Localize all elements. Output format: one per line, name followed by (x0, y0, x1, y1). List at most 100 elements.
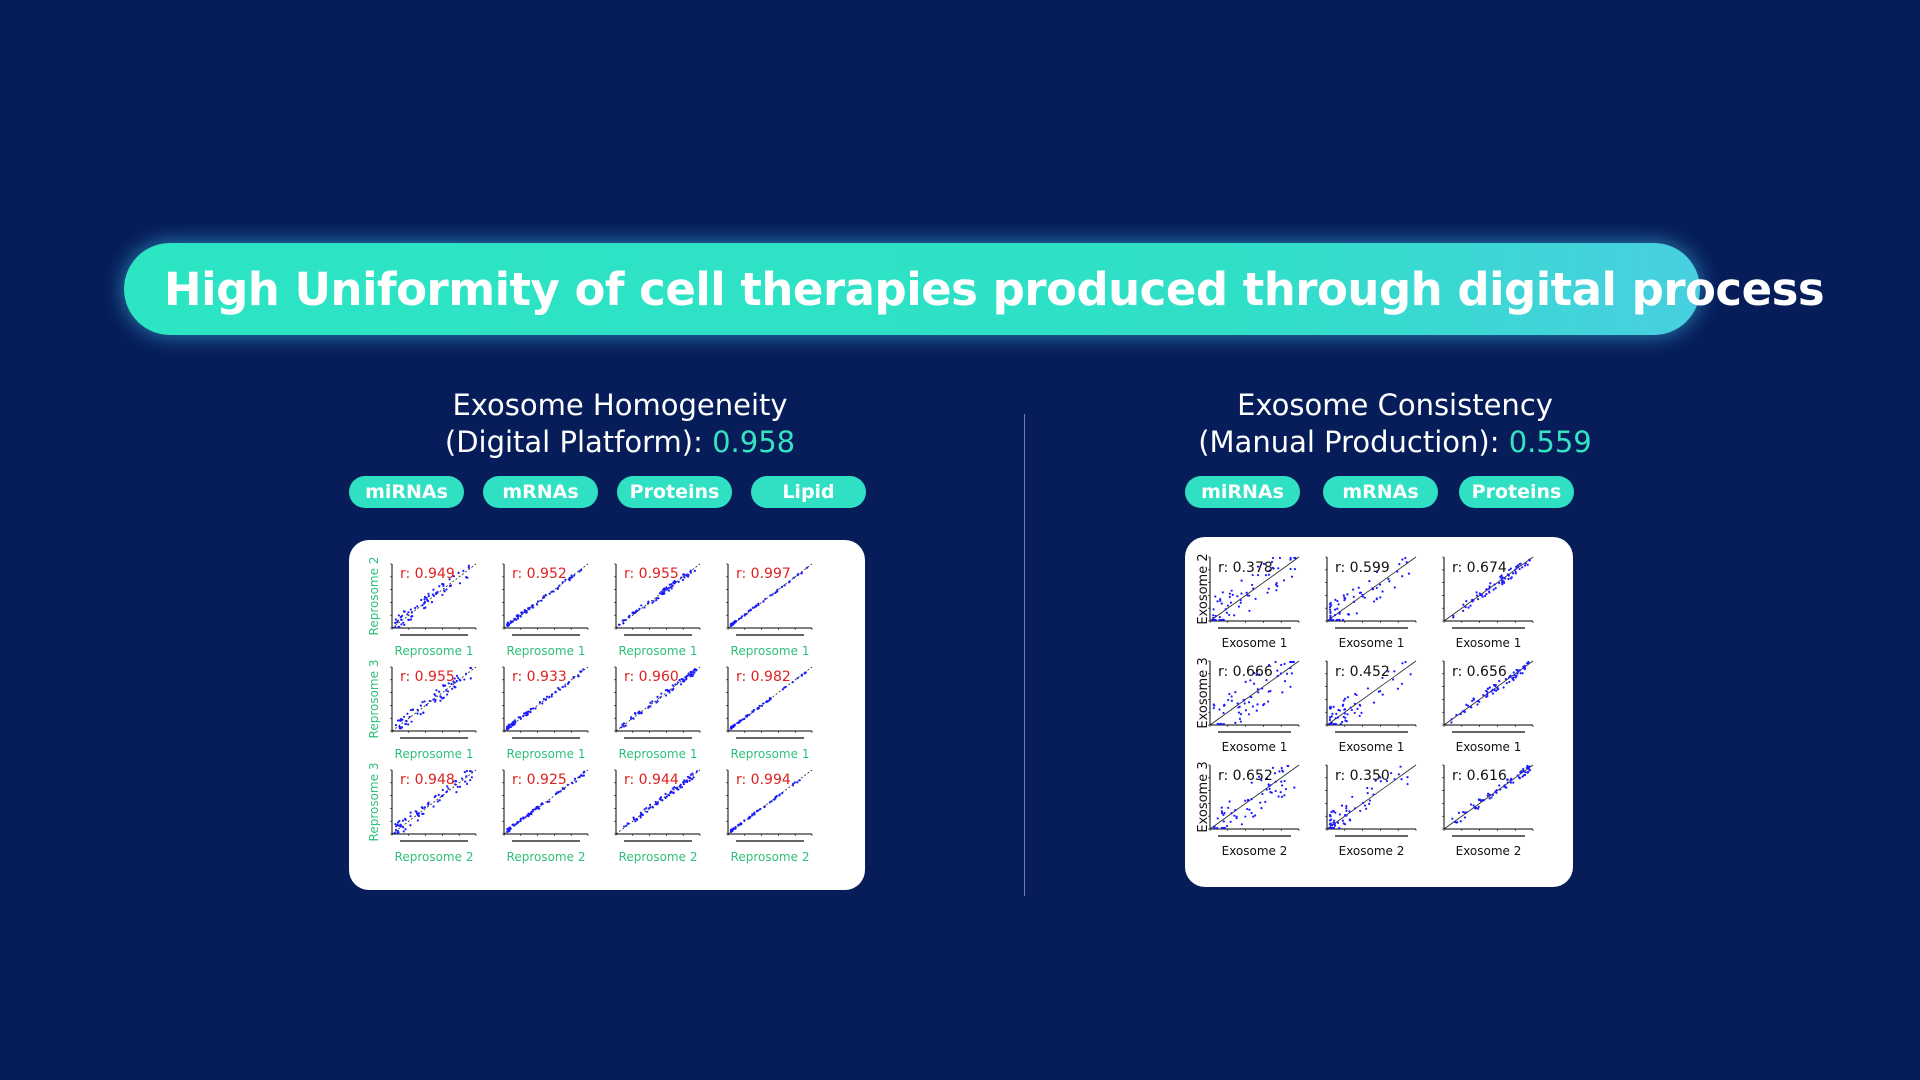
data-point (578, 776, 581, 779)
r-value: r: 0.925 (512, 772, 567, 788)
data-point (1334, 722, 1337, 726)
data-point (1264, 574, 1268, 577)
scatter-plot: r: 0.656 Exosome 1 (1442, 660, 1534, 754)
data-point (1233, 814, 1236, 817)
data-point (1280, 780, 1283, 783)
axis-caption (624, 840, 692, 842)
data-point (446, 785, 449, 788)
data-point (1338, 611, 1341, 614)
data-point (1260, 779, 1263, 782)
data-point (1334, 717, 1337, 720)
data-point (1356, 707, 1359, 710)
data-point (1513, 568, 1517, 571)
tag-proteins[interactable]: Proteins (1459, 476, 1574, 508)
data-point (396, 821, 400, 824)
data-point (1404, 660, 1407, 664)
data-point (1407, 572, 1411, 575)
data-point (1366, 791, 1369, 795)
data-point (1477, 805, 1480, 808)
tag-mrnas[interactable]: mRNAs (483, 476, 598, 508)
data-point (1500, 581, 1504, 584)
tag-mrnas[interactable]: mRNAs (1323, 476, 1438, 508)
data-point (397, 614, 400, 617)
data-point (452, 575, 455, 578)
data-point (1236, 702, 1239, 705)
data-point (420, 806, 423, 809)
data-point (1261, 687, 1264, 690)
column-label: Exosome 2 (1339, 844, 1405, 858)
data-point (656, 700, 659, 703)
tag-mirnas[interactable]: miRNAs (349, 476, 464, 508)
data-point (1351, 795, 1354, 798)
tag-proteins[interactable]: Proteins (617, 476, 732, 508)
tag-lipid[interactable]: Lipid (751, 476, 866, 508)
data-point (1515, 674, 1518, 677)
data-point (757, 602, 760, 605)
data-point (1512, 781, 1515, 784)
data-point (1484, 689, 1488, 693)
data-point (670, 583, 673, 586)
data-point (1368, 799, 1372, 802)
data-point (535, 805, 538, 809)
data-point (1289, 556, 1292, 560)
data-point (1358, 714, 1361, 718)
data-point (665, 795, 668, 798)
data-point (469, 666, 472, 670)
data-point (762, 702, 765, 705)
data-point (569, 576, 572, 579)
data-point (437, 793, 440, 796)
data-point (689, 675, 692, 678)
data-point (458, 785, 462, 789)
data-point (470, 770, 473, 773)
data-point (1220, 722, 1223, 726)
data-point (1212, 703, 1215, 706)
data-point (646, 810, 649, 813)
data-point (1500, 574, 1503, 577)
data-point (632, 818, 636, 821)
data-point (448, 578, 451, 581)
data-point (580, 568, 583, 572)
data-point (575, 780, 578, 783)
data-point (1220, 806, 1223, 809)
data-point (1451, 817, 1454, 820)
scatter-plot: r: 0.666 Exosome 1 (1208, 660, 1300, 754)
scatter-plot: r: 0.452 Exosome 1 (1325, 660, 1417, 754)
data-point (1332, 705, 1335, 708)
r-value: r: 0.955 (400, 669, 455, 685)
data-point (416, 819, 419, 822)
data-point (792, 782, 795, 785)
data-point (1234, 721, 1237, 724)
data-point (1345, 807, 1348, 810)
data-point (1336, 821, 1340, 824)
r-value: r: 0.656 (1452, 664, 1507, 680)
tag-mirnas[interactable]: miRNAs (1185, 476, 1300, 508)
data-point (638, 607, 641, 610)
data-point (1332, 821, 1335, 824)
data-point (649, 803, 652, 806)
data-point (1478, 700, 1481, 703)
data-point (1528, 769, 1532, 772)
data-point (1289, 685, 1292, 688)
data-point (1244, 815, 1247, 818)
data-point (1471, 699, 1474, 703)
data-point (769, 594, 772, 597)
data-point (1466, 704, 1470, 707)
right-scatter-card: Exosome 2 r: 0.378 Exosome 1 r: 0.599 Exosom… (1185, 537, 1573, 887)
data-point (550, 590, 553, 593)
data-point (447, 682, 450, 685)
data-point (1379, 780, 1382, 783)
data-point (1491, 692, 1495, 695)
data-point (623, 825, 626, 828)
data-point (1368, 802, 1371, 805)
data-point (1263, 702, 1266, 706)
data-point (1492, 588, 1495, 591)
data-point (1467, 606, 1470, 609)
data-point (1216, 826, 1219, 830)
data-point (407, 618, 410, 621)
data-point (770, 800, 773, 803)
data-point (1381, 590, 1384, 593)
data-point (446, 690, 450, 693)
scatter-plot: r: 0.997 Reprosome 1 (726, 563, 813, 658)
data-point (1372, 793, 1375, 796)
data-point (394, 618, 398, 621)
